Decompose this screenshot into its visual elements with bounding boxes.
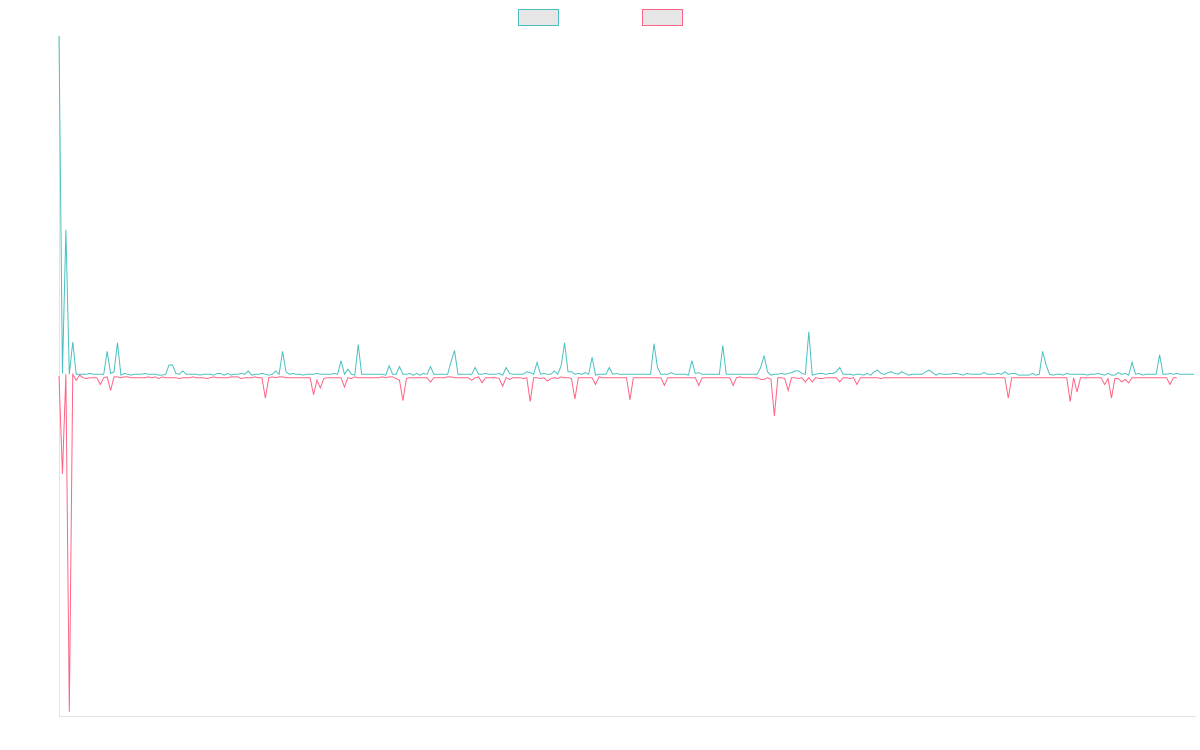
legend-item-1[interactable]	[518, 9, 559, 26]
legend	[518, 9, 683, 26]
axes	[59, 36, 1196, 717]
legend-item-2[interactable]	[642, 9, 683, 26]
series-1-line	[58, 35, 1194, 376]
plot-area	[58, 35, 1194, 712]
series-2-line	[58, 372, 1177, 712]
legend-swatch-1	[518, 9, 559, 26]
legend-swatch-2	[642, 9, 683, 26]
